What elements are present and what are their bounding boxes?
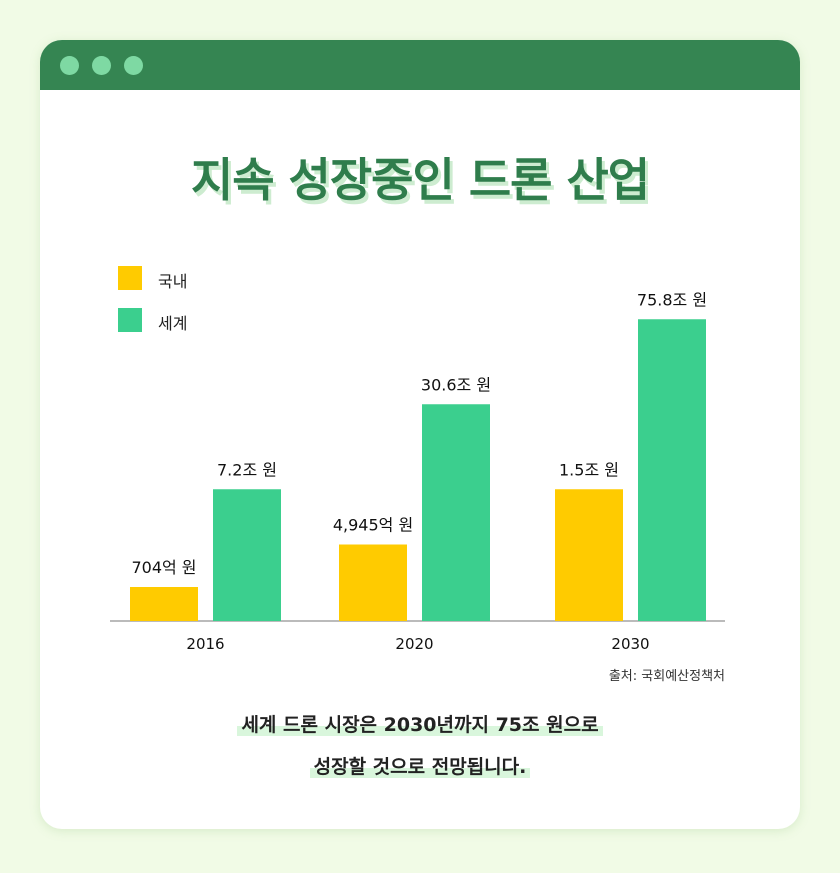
legend-label-domestic: 국내 [158, 272, 188, 291]
data-label-global-2030: 75.8조 원 [637, 290, 707, 309]
bar-domestic-2020 [339, 544, 407, 621]
data-label-domestic-2020: 4,945억 원 [333, 516, 413, 535]
x-tick-label-2016: 2016 [186, 635, 224, 653]
legend-swatch-global [118, 308, 142, 332]
window-dot-icon [92, 56, 111, 75]
legend-swatch-domestic [118, 266, 142, 290]
data-label-global-2020: 30.6조 원 [421, 375, 491, 394]
window-dot-icon [60, 56, 79, 75]
data-label-domestic-2016: 704억 원 [131, 558, 196, 577]
window-card: 지속 성장중인 드론 산업 국내 세계 704억 원 7.2조 원 2016 4,94… [40, 40, 800, 829]
source-note: 출처: 국회예산정책처 [608, 669, 725, 684]
x-tick-label-2020: 2020 [395, 635, 433, 653]
bar-domestic-2030 [555, 489, 623, 621]
page-title: 지속 성장중인 드론 산업 [190, 153, 650, 207]
x-tick-label-2030: 2030 [611, 635, 649, 653]
summary-line-1: 세계 드론 시장은 2030년까지 75조 원으로 [40, 710, 800, 737]
bar-chart: 704억 원 7.2조 원 2016 4,945억 원 30.6조 원 2020 1.5조 … [110, 290, 725, 653]
window-dot-icon [124, 56, 143, 75]
summary-line-2: 성장할 것으로 전망됩니다. [40, 752, 800, 779]
legend-label-global: 세계 [158, 314, 188, 333]
bar-global-2016 [213, 489, 281, 621]
data-label-global-2016: 7.2조 원 [217, 460, 277, 479]
bar-global-2020 [422, 404, 490, 621]
window-titlebar [40, 40, 800, 90]
data-label-domestic-2030: 1.5조 원 [559, 460, 619, 479]
bar-global-2030 [638, 319, 706, 621]
bar-domestic-2016 [130, 587, 198, 621]
